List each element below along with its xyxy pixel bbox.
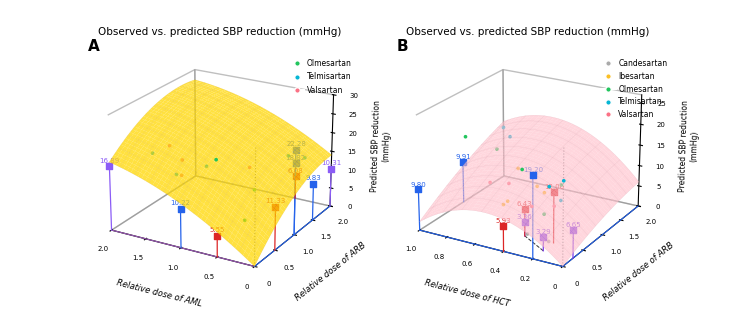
X-axis label: Relative dose of HCT: Relative dose of HCT <box>424 278 510 308</box>
Y-axis label: Relative dose of ARB: Relative dose of ARB <box>602 241 676 303</box>
Title: Observed vs. predicted SBP reduction (mmHg): Observed vs. predicted SBP reduction (mm… <box>98 27 341 37</box>
Y-axis label: Relative dose of ARB: Relative dose of ARB <box>294 241 367 303</box>
X-axis label: Relative dose of AML: Relative dose of AML <box>115 278 203 308</box>
Text: A: A <box>88 39 100 54</box>
Text: B: B <box>397 39 408 54</box>
Title: Observed vs. predicted SBP reduction (mmHg): Observed vs. predicted SBP reduction (mm… <box>406 27 650 37</box>
Legend: Candesartan, Ibesartan, Olmesartan, Telmisartan, Valsartan: Candesartan, Ibesartan, Olmesartan, Telm… <box>598 56 671 122</box>
Legend: Olmesartan, Telmisartan, Valsartan: Olmesartan, Telmisartan, Valsartan <box>286 56 354 98</box>
